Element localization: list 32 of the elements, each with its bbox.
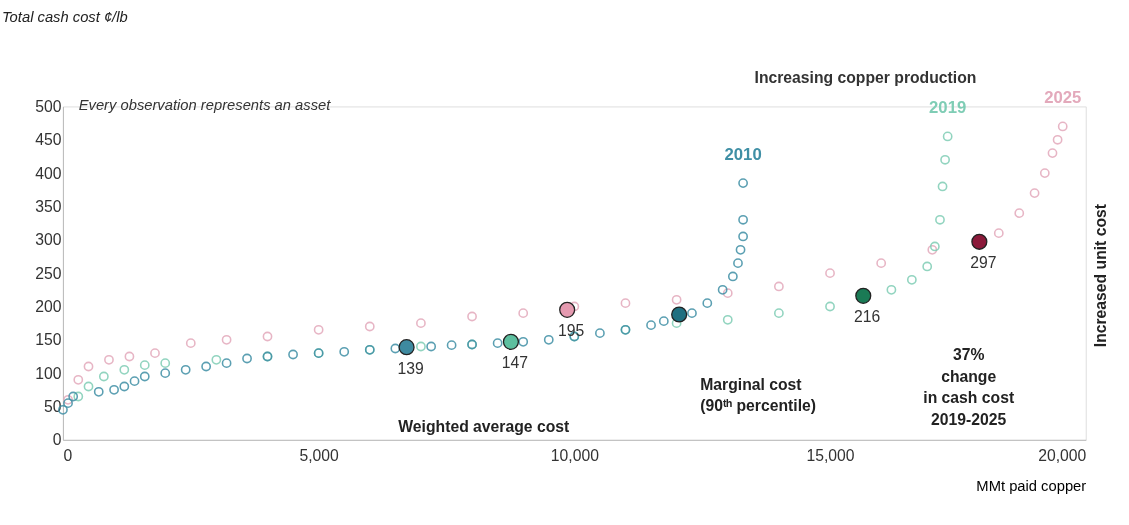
text: Increasing copper production (754, 68, 977, 86)
y-tick-label: 450 (35, 131, 62, 149)
y-tick-label: 250 (35, 264, 62, 282)
series-label: 2019 (929, 97, 967, 117)
text: Increased unit cost (1092, 203, 1110, 348)
annotation: 147 (501, 354, 528, 372)
annotation: 297 (970, 254, 997, 272)
x-tick-label: 0 (63, 446, 73, 464)
x-axis-title: MMt paid copper (976, 478, 1087, 495)
series-label: 2010 (724, 144, 762, 164)
x-tick-label: 5,000 (299, 446, 340, 464)
annotation: Every observation represents an asset (78, 97, 332, 114)
y-tick-label: 200 (35, 297, 62, 315)
x-tick-label: 15,000 (806, 446, 855, 464)
x-tick-label: 20,000 (1038, 446, 1087, 464)
x-tick-label: 10,000 (550, 446, 600, 464)
annotation: 37% change in cash cost 2019-2025 (923, 346, 1015, 429)
y-tick-label: 100 (35, 364, 62, 382)
series-label: 2025 (1044, 87, 1082, 107)
y-tick-label: 400 (35, 164, 62, 182)
y-tick-label: 50 (43, 397, 62, 415)
annotation: 216 (854, 308, 881, 326)
annotation: Weighted average cost (398, 417, 570, 435)
annotation: Marginal cost (90ᵗʰ percentile) (700, 375, 816, 415)
text: Total cash cost ¢/lb (1, 8, 128, 25)
annotation: 139 (397, 359, 424, 377)
annotation: 195 (557, 322, 585, 340)
y-tick-label: 300 (35, 231, 62, 249)
y-tick-label: 500 (35, 97, 62, 115)
y-tick-label: 0 (52, 431, 62, 449)
y-tick-label: 150 (35, 331, 62, 349)
y-tick-label: 350 (35, 197, 62, 215)
